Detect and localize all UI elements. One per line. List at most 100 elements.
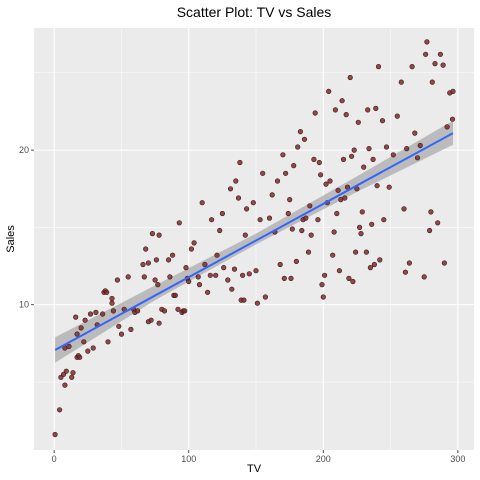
data-point: [266, 215, 273, 221]
data-point: [250, 200, 256, 206]
data-point: [330, 252, 336, 258]
data-point: [87, 311, 94, 317]
data-point: [244, 206, 250, 212]
data-point: [253, 268, 259, 274]
data-point: [205, 289, 211, 295]
data-point: [52, 431, 58, 438]
data-point: [370, 156, 376, 162]
data-point: [428, 209, 434, 215]
data-point: [191, 240, 197, 246]
data-point: [209, 217, 215, 223]
data-point: [401, 206, 407, 212]
data-point: [375, 63, 382, 70]
x-tick-label: 300: [450, 454, 465, 464]
data-point: [141, 274, 147, 280]
data-point: [114, 277, 120, 283]
data-point: [305, 249, 312, 255]
data-point: [293, 258, 300, 265]
data-point: [74, 331, 80, 337]
data-point: [217, 227, 223, 234]
data-point: [73, 314, 79, 320]
data-point: [109, 300, 115, 306]
data-point: [85, 348, 91, 354]
data-point: [152, 277, 158, 283]
data-point: [357, 224, 363, 230]
data-point: [170, 252, 176, 258]
data-point: [409, 63, 415, 70]
data-point: [233, 178, 239, 184]
major-grid: [34, 28, 474, 450]
data-point: [63, 368, 69, 374]
regression-line: [54, 132, 454, 351]
data-point: [219, 210, 225, 217]
data-point: [240, 272, 246, 278]
data-point: [437, 51, 444, 57]
data-point: [417, 142, 423, 149]
data-point: [429, 79, 435, 85]
data-point: [432, 60, 438, 67]
data-point: [77, 354, 83, 360]
data-point: [70, 370, 76, 376]
data-point: [351, 147, 357, 153]
data-point: [301, 136, 308, 142]
y-tick-label: 10: [19, 300, 29, 310]
data-point: [379, 118, 386, 124]
data-point: [109, 295, 115, 302]
data-point: [311, 156, 317, 162]
data-point: [155, 282, 161, 288]
data-point: [336, 268, 343, 274]
data-point: [369, 221, 375, 227]
data-point: [394, 113, 400, 119]
data-point: [381, 217, 387, 223]
data-point: [373, 105, 379, 111]
data-point: [346, 275, 352, 282]
data-points: [52, 39, 456, 438]
data-point: [254, 300, 260, 306]
data-point: [423, 51, 429, 57]
data-point: [383, 144, 390, 150]
data-point: [421, 274, 427, 280]
data-point: [161, 308, 168, 314]
data-point: [188, 246, 194, 252]
data-point: [149, 231, 155, 237]
data-point: [367, 265, 374, 271]
data-point: [332, 107, 339, 113]
x-axis-title: TV: [247, 463, 262, 475]
x-tick-label: 100: [181, 454, 196, 464]
data-point: [156, 232, 162, 238]
data-point: [347, 74, 353, 81]
data-point: [167, 274, 173, 280]
data-point: [365, 107, 371, 113]
data-point: [242, 232, 248, 238]
data-point: [319, 282, 325, 288]
data-point: [316, 159, 322, 166]
data-point: [402, 269, 409, 275]
data-point: [227, 186, 234, 192]
data-point: [225, 277, 231, 283]
data-point: [359, 209, 365, 215]
data-point: [116, 323, 122, 329]
data-point: [398, 79, 404, 85]
data-point: [69, 374, 75, 380]
data-point: [295, 144, 301, 150]
data-point: [361, 164, 367, 170]
data-point: [297, 129, 304, 135]
data-point: [299, 227, 305, 234]
data-point: [166, 257, 172, 263]
data-point: [281, 275, 287, 282]
data-point: [172, 292, 178, 299]
data-point: [231, 266, 238, 272]
data-point: [56, 407, 63, 413]
data-point: [283, 170, 289, 176]
data-point: [353, 249, 359, 255]
y-axis-title: Sales: [5, 225, 17, 253]
data-point: [450, 88, 456, 94]
data-point: [406, 260, 413, 266]
data-point: [82, 317, 88, 323]
data-point: [213, 272, 219, 278]
data-point: [318, 172, 324, 178]
data-point: [128, 326, 134, 333]
data-point: [335, 187, 341, 193]
data-point: [277, 261, 283, 268]
